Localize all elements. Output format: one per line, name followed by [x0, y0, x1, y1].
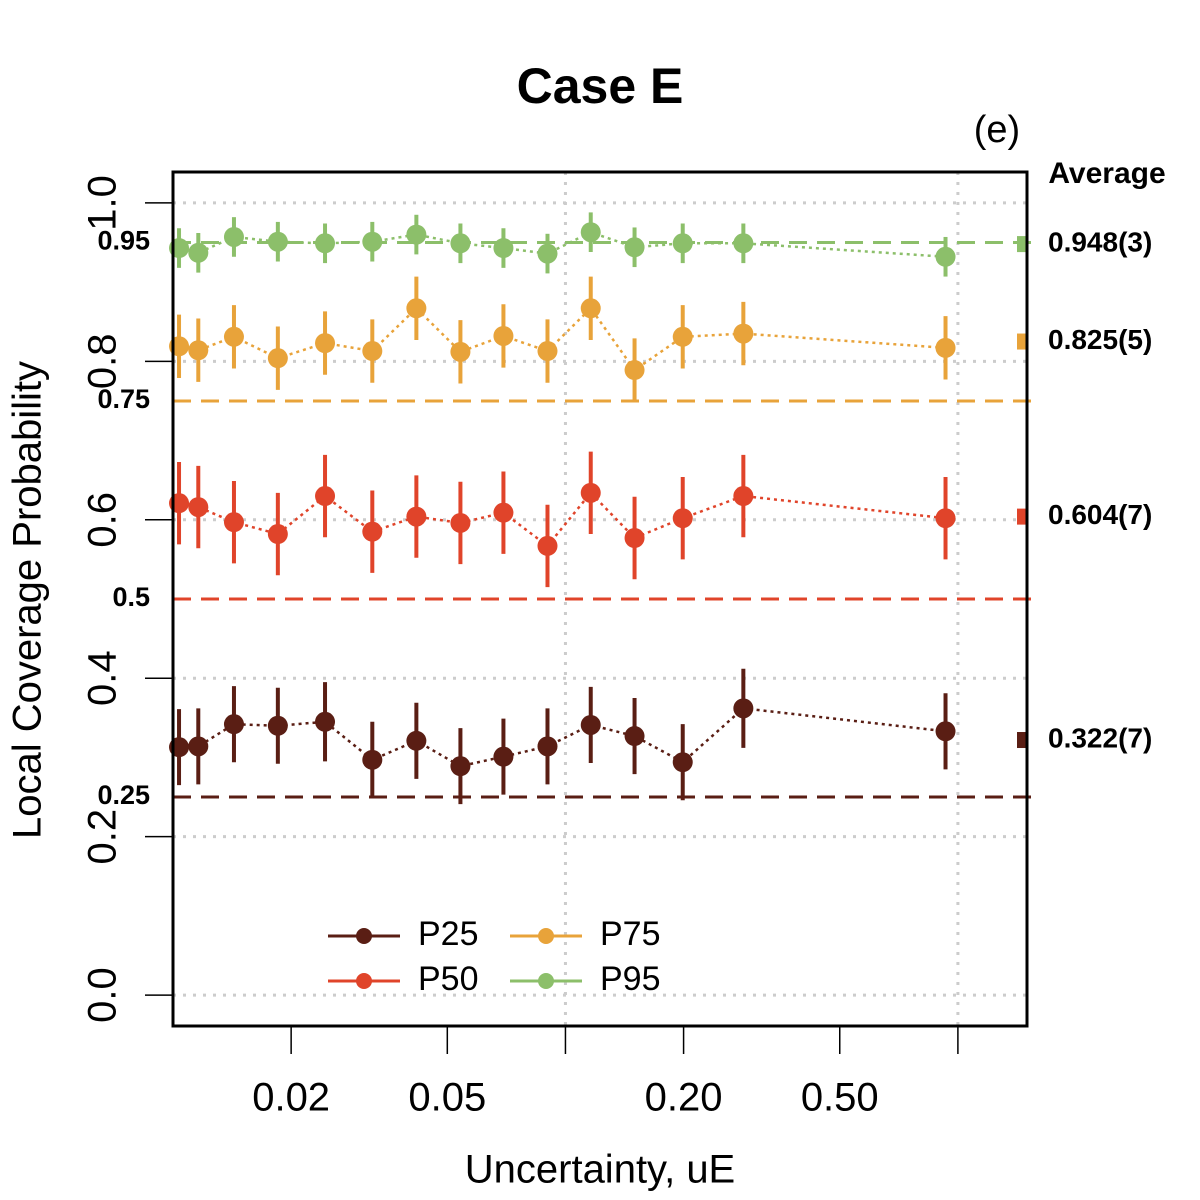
point	[223, 512, 244, 533]
point	[188, 497, 209, 518]
point	[188, 736, 209, 757]
legend-marker	[538, 973, 554, 989]
average-label: 0.322(7)	[1048, 722, 1152, 753]
point	[733, 698, 754, 719]
point	[624, 360, 645, 381]
legend-marker	[356, 928, 372, 944]
point	[624, 726, 645, 747]
point	[672, 752, 693, 773]
point	[537, 535, 558, 556]
reference-label: 0.5	[112, 582, 150, 612]
y-tick-label: 0.6	[81, 492, 125, 548]
point	[315, 711, 336, 732]
point	[315, 233, 336, 254]
point	[315, 333, 336, 354]
point	[188, 340, 209, 361]
point	[935, 721, 956, 742]
point	[580, 298, 601, 319]
average-marker	[1017, 508, 1027, 525]
point	[188, 242, 209, 263]
point	[267, 715, 288, 736]
y-tick-label: 0.0	[81, 967, 125, 1023]
point	[362, 341, 383, 362]
point	[450, 233, 471, 254]
plot-frame	[171, 170, 1029, 1028]
point	[315, 486, 336, 507]
point	[362, 521, 383, 542]
x-tick-label: 0.02	[252, 1076, 330, 1120]
point	[493, 238, 514, 259]
legend-label: P95	[600, 960, 661, 998]
point	[580, 222, 601, 243]
point	[580, 714, 601, 735]
series-line	[178, 230, 946, 259]
x-tick-label: 0.20	[645, 1076, 723, 1120]
point	[935, 508, 956, 529]
point	[672, 326, 693, 347]
legend-label: P50	[418, 960, 479, 998]
point	[624, 237, 645, 258]
y-tick-label: 0.8	[81, 334, 125, 390]
average-label: 0.825(5)	[1048, 324, 1152, 355]
average-marker	[1017, 732, 1027, 749]
average-title: Average	[1048, 157, 1165, 190]
point	[537, 341, 558, 362]
average-marker	[1017, 236, 1027, 253]
point	[580, 482, 601, 503]
reference-label: 0.95	[97, 226, 150, 256]
point	[223, 714, 244, 735]
legend-marker	[538, 928, 554, 944]
point	[733, 233, 754, 254]
y-tick-label: 1.0	[81, 175, 125, 231]
point	[537, 243, 558, 264]
series-line	[178, 306, 946, 372]
y-tick-label: 0.2	[81, 809, 125, 865]
point	[672, 508, 693, 529]
y-axis-title: Local Coverage Probability	[6, 361, 50, 839]
point	[672, 233, 693, 254]
average-marker	[1017, 333, 1027, 350]
point	[935, 246, 956, 267]
chart-title: Case E	[517, 58, 684, 114]
reference-label: 0.25	[97, 780, 150, 810]
series-line	[178, 707, 946, 768]
x-axis-title: Uncertainty, uE	[465, 1148, 736, 1192]
x-tick-label: 0.05	[408, 1076, 486, 1120]
point	[406, 298, 427, 319]
point	[493, 746, 514, 767]
point	[493, 325, 514, 346]
point	[733, 486, 754, 507]
legend-label: P25	[418, 915, 479, 953]
point	[406, 730, 427, 751]
point	[935, 337, 956, 358]
point	[450, 756, 471, 777]
point	[223, 226, 244, 247]
y-tick-label: 0.4	[81, 650, 125, 706]
point	[537, 736, 558, 757]
point	[406, 224, 427, 245]
point	[362, 749, 383, 770]
legend-label: P75	[600, 915, 661, 953]
point	[624, 528, 645, 548]
average-label: 0.948(3)	[1048, 226, 1152, 257]
point	[450, 341, 471, 362]
reference-label: 0.75	[97, 384, 150, 414]
average-label: 0.604(7)	[1048, 499, 1152, 530]
panel-label: (e)	[974, 109, 1020, 151]
point	[267, 231, 288, 252]
legend-marker	[356, 973, 372, 989]
point	[267, 524, 288, 545]
x-tick-label: 0.50	[801, 1076, 879, 1120]
point	[267, 348, 288, 369]
point	[223, 326, 244, 347]
point	[362, 231, 383, 252]
point	[493, 502, 514, 523]
point	[733, 323, 754, 344]
point	[406, 506, 427, 527]
point	[450, 512, 471, 533]
